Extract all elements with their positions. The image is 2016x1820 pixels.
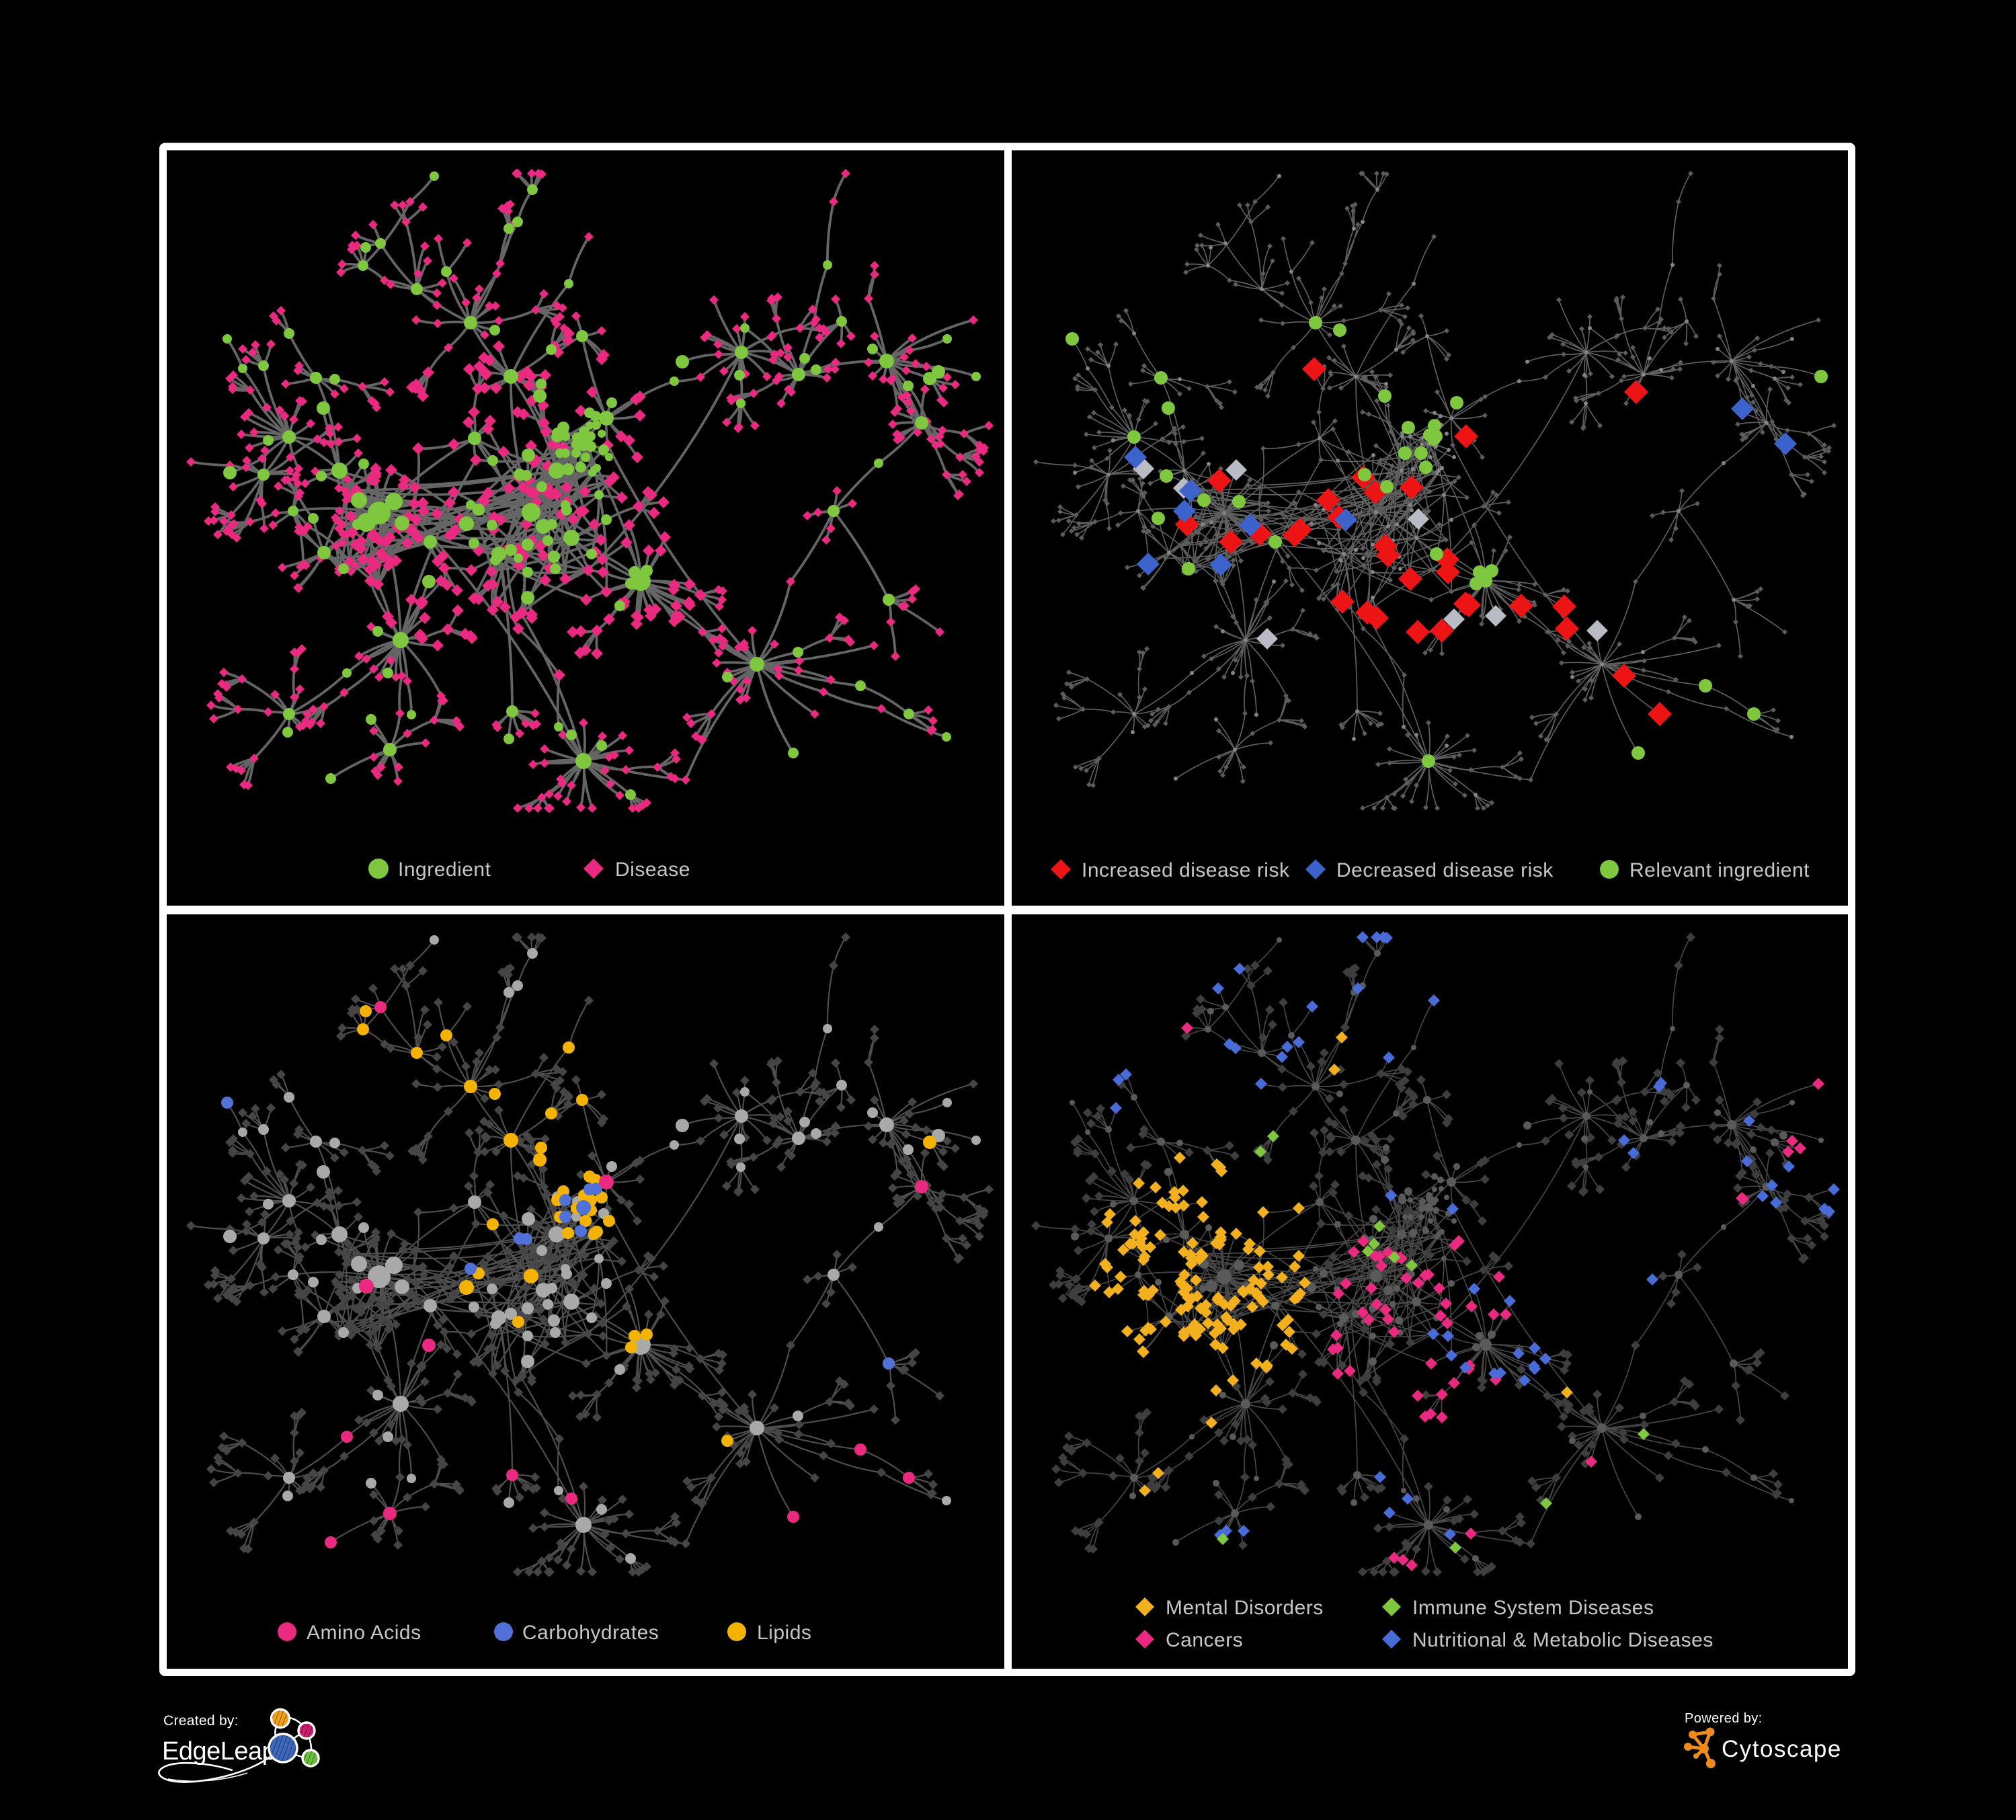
svg-text:Disease: Disease [615, 859, 690, 881]
svg-text:Relevant ingredient: Relevant ingredient [1629, 859, 1810, 881]
svg-text:Decreased disease risk: Decreased disease risk [1336, 859, 1554, 881]
svg-text:Amino Acids: Amino Acids [307, 1622, 421, 1644]
svg-text:Cytoscape: Cytoscape [1722, 1736, 1842, 1762]
svg-text:Ingredient: Ingredient [398, 859, 491, 881]
svg-text:Immune System Diseases: Immune System Diseases [1412, 1597, 1654, 1619]
svg-text:Lipids: Lipids [757, 1622, 811, 1644]
svg-text:Increased disease risk: Increased disease risk [1082, 859, 1290, 881]
svg-text:Nutritional & Metabolic Diseas: Nutritional & Metabolic Diseases [1412, 1629, 1713, 1651]
svg-text:Cancers: Cancers [1166, 1629, 1243, 1651]
svg-text:Mental Disorders: Mental Disorders [1166, 1597, 1324, 1619]
svg-text:Powered by:: Powered by: [1685, 1711, 1763, 1726]
svg-text:Carbohydrates: Carbohydrates [522, 1622, 659, 1644]
svg-text:EdgeLeap: EdgeLeap [162, 1737, 276, 1766]
svg-text:Created by:: Created by: [163, 1713, 239, 1729]
